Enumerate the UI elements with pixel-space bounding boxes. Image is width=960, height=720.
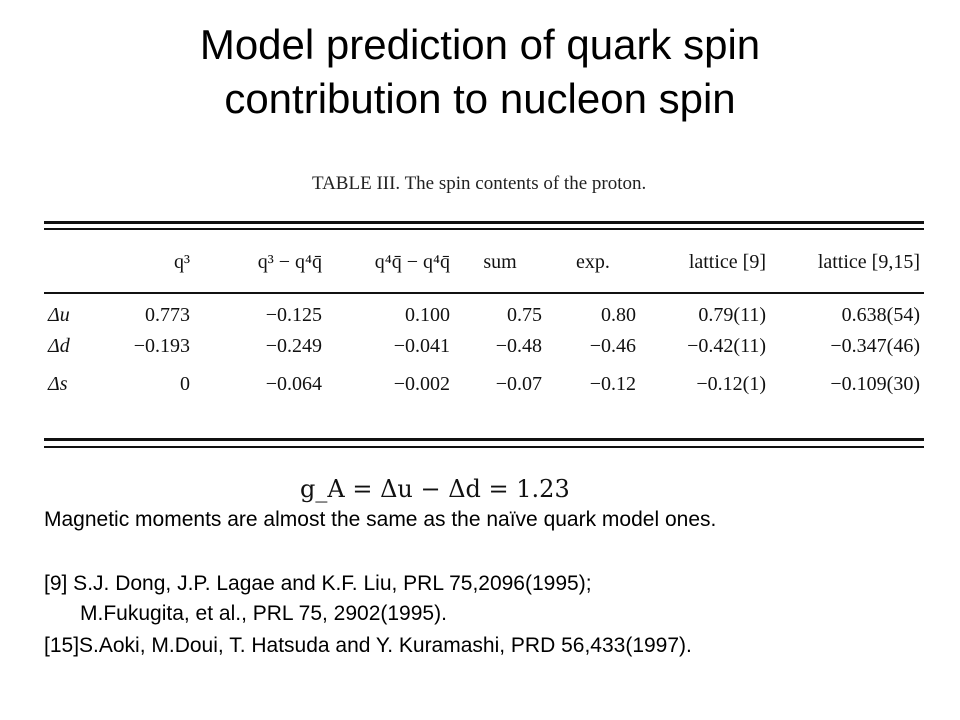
- header-cell: exp.: [576, 250, 610, 273]
- table-cell: −0.109(30): [830, 372, 920, 395]
- table-cell: −0.12: [589, 372, 636, 395]
- row-label: Δd: [48, 334, 70, 357]
- table-cell: 0.79(11): [698, 304, 766, 326]
- table-bottom-rule: [44, 438, 924, 441]
- table-top-rule: [44, 221, 924, 224]
- table-cell: −0.07: [495, 372, 542, 395]
- table-row: Δd −0.193 −0.249 −0.041 −0.48 −0.46 −0.4…: [44, 327, 924, 365]
- table-caption: TABLE III. The spin contents of the prot…: [312, 173, 647, 194]
- table-cell: 0.638(54): [841, 304, 920, 326]
- header-cell: lattice [9]: [688, 250, 766, 273]
- header-cell: lattice [9,15]: [817, 250, 920, 273]
- slide-title-line1: Model prediction of quark spin: [199, 21, 761, 68]
- header-cell: [44, 238, 106, 286]
- header-cell: q³: [174, 250, 190, 273]
- reference-9: [9] S.J. Dong, J.P. Lagae and K.F. Liu, …: [44, 572, 592, 595]
- table-cell: 0.80: [601, 304, 636, 326]
- table-cell: −0.12(1): [696, 372, 766, 395]
- table-cell: −0.125: [265, 304, 322, 326]
- spin-contents-table: q³ q³ − q⁴q̄ q⁴q̄ − q⁴q̄ sum exp. lattic…: [44, 238, 924, 403]
- header-cell: q³ − q⁴q̄: [257, 250, 322, 273]
- table-cell: −0.42(11): [687, 334, 766, 357]
- table-row: Δs 0 −0.064 −0.002 −0.07 −0.12 −0.12(1) …: [44, 365, 924, 403]
- row-label: Δs: [48, 372, 68, 395]
- table-cell: −0.347(46): [830, 334, 920, 357]
- table-top-rule-inner: [44, 228, 924, 230]
- table-cell: 0: [180, 372, 190, 395]
- table-cell: −0.002: [393, 372, 450, 395]
- table-cell: −0.064: [265, 372, 322, 395]
- slide-title-line2: contribution to nucleon spin: [224, 75, 736, 122]
- header-cell: q⁴q̄ − q⁴q̄: [374, 250, 450, 273]
- table-cell: 0.100: [405, 304, 450, 326]
- header-cell: sum: [483, 250, 517, 273]
- reference-15: [15]S.Aoki, M.Doui, T. Hatsuda and Y. Ku…: [44, 634, 692, 657]
- table-cell: 0.773: [145, 304, 190, 326]
- table-cell: −0.249: [265, 334, 322, 357]
- table-header-row: q³ q³ − q⁴q̄ q⁴q̄ − q⁴q̄ sum exp. lattic…: [44, 238, 924, 286]
- table-bottom-rule-inner: [44, 446, 924, 448]
- reference-9-continued: M.Fukugita, et al., PRL 75, 2902(1995).: [80, 602, 447, 625]
- slide-title: Model prediction of quark spin contribut…: [0, 18, 960, 126]
- table-cell: −0.48: [495, 334, 542, 357]
- table-header-rule: [44, 292, 924, 294]
- table-cell: −0.46: [589, 334, 636, 357]
- row-label: Δu: [48, 304, 70, 326]
- table-row: Δu 0.773 −0.125 0.100 0.75 0.80 0.79(11)…: [44, 286, 924, 327]
- table-cell: 0.75: [507, 304, 542, 326]
- axial-charge-formula: g_A = Δu − Δd = 1.23: [300, 475, 570, 503]
- table-cell: −0.193: [133, 334, 190, 357]
- table-cell: −0.041: [393, 334, 450, 357]
- magnetic-moment-note: Magnetic moments are almost the same as …: [44, 508, 717, 531]
